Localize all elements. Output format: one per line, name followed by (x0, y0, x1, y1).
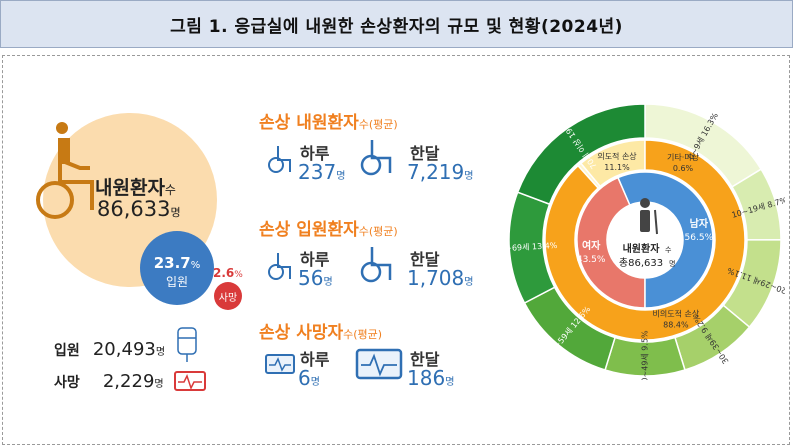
age-label-6: 60~69세 13.4% (505, 241, 558, 254)
outpatient-number: 86,633 (97, 197, 171, 221)
section-3-title-text: 손상 사망자 (259, 323, 344, 343)
monitor-large-icon (355, 348, 403, 380)
section-2-month-unit: 명 (464, 277, 474, 288)
section-2-title-suffix: 수(평균) (358, 225, 398, 238)
section-2-title-text: 손상 입원환자 (259, 220, 359, 240)
section-3-month-unit: 명 (445, 377, 455, 388)
section-1-title-suffix: 수(평균) (358, 118, 398, 131)
section-1-day-label: 하루 (300, 144, 330, 163)
admit-pct-value: 23.7 (153, 254, 191, 272)
patient-body-icon (58, 138, 70, 164)
admit-pct-unit: % (190, 260, 201, 271)
age-segment-7 (516, 103, 646, 206)
section-2-day-unit: 명 (323, 277, 333, 288)
iv-bag-icon (177, 327, 197, 362)
outpatient-value: 86,633명 (97, 197, 181, 221)
age-ring (508, 103, 782, 377)
wheelchair-small-icon-2 (268, 253, 291, 280)
death-pct-unit: % (234, 270, 243, 280)
section-3-day-number: 6 (298, 366, 311, 390)
intent-segment-2 (544, 139, 746, 341)
intent-label-1: 기타·미상 (667, 152, 700, 162)
donut-center-unit: 명 (669, 259, 675, 268)
outpatient-label-text: 내원환자 (95, 177, 165, 199)
admit-row-unit: 명 (155, 347, 166, 358)
admit-circle (140, 231, 214, 305)
age-label-4: 40~49세 9.5% (641, 330, 650, 380)
outpatient-unit: 명 (170, 206, 181, 219)
section-3-month-number: 186 (407, 366, 446, 390)
death-row-unit: 명 (154, 379, 164, 390)
section-2-month-label: 한달 (410, 250, 440, 269)
heart-monitor-icon (174, 371, 206, 391)
intent-ring (544, 139, 746, 341)
section-3-title: 손상 사망자수(평균) (259, 318, 382, 343)
sex-value-1: 56.5% (685, 233, 714, 243)
section-3-title-suffix: 수(평균) (343, 328, 383, 341)
intent-value-2: 88.4% (663, 320, 689, 329)
sex-label-1: 남자 (690, 217, 709, 230)
admit-pct: 23.7% (151, 253, 203, 272)
outpatient-label-suffix: 수 (164, 183, 176, 197)
section-3-month-label: 한달 (410, 350, 440, 369)
donut-center-label: 내원환자 (623, 242, 661, 255)
section-2-month-value: 1,708명 (407, 266, 473, 290)
section-1-day-number: 237 (298, 160, 337, 184)
section-1-day-unit: 명 (336, 171, 346, 182)
death-pct-value: 2.6 (213, 266, 235, 280)
wheelchair-large-icon-2 (360, 247, 392, 283)
section-3-month-value: 186명 (407, 366, 454, 390)
admit-label: 입원 (165, 275, 189, 289)
injury-donut-chart: 0~9세 16.3%10~19세 8.7%20~29세 11.1%30~39세 … (505, 103, 785, 380)
section-1-title-text: 손상 내원환자 (259, 113, 359, 133)
wheelchair-large-icon (360, 140, 392, 176)
admit-row-value: 20,493 (92, 339, 156, 360)
section-3-day-unit: 명 (310, 377, 320, 388)
monitor-small-icon (265, 354, 295, 374)
patient-head-icon (56, 122, 68, 134)
section-3-day-label: 하루 (300, 350, 330, 369)
outpatient-label: 내원환자수 (95, 173, 176, 200)
section-1-month-label: 한달 (410, 144, 440, 163)
intent-labels: 의도적 손상 11.1% 기타·미상 0.6% 비의도적 손상 88.4% (597, 151, 700, 329)
section-2-day-number: 56 (298, 266, 324, 290)
death-circle (214, 282, 242, 310)
death-label: 사망 (218, 293, 238, 304)
intent-label-0: 의도적 손상 (597, 151, 637, 161)
sex-labels: 여자 43.5% 남자 56.5% (577, 217, 714, 265)
figure-panel (2, 55, 790, 445)
section-2-title: 손상 입원환자수(평균) (259, 215, 398, 240)
section-1-month-value: 7,219명 (407, 160, 473, 184)
donut-center-suffix: 수 (665, 246, 672, 254)
section-1-month-unit: 명 (464, 171, 474, 182)
page-title: 그림 1. 응급실에 내원한 손상환자의 규모 및 현황(2024년) (170, 16, 623, 37)
section-1-title: 손상 내원환자수(평균) (259, 108, 398, 133)
intent-value-1: 0.6% (673, 164, 694, 173)
intent-label-2: 비의도적 손상 (653, 308, 700, 318)
person-with-crutch-icon (640, 198, 658, 235)
section-1-month-number: 7,219 (407, 160, 465, 184)
admit-row-label: 입원 (54, 343, 80, 359)
death-row-label: 사망 (54, 375, 80, 391)
section-2-month-number: 1,708 (407, 266, 465, 290)
section-1-day-value: 237명 (298, 160, 345, 184)
death-pct: 2.6% (213, 262, 243, 281)
section-2-day-value: 56명 (298, 266, 333, 290)
section-2-day-label: 하루 (300, 250, 330, 269)
wheelchair-small-icon (268, 146, 291, 173)
death-row: 사망 2,229명 (54, 371, 164, 392)
intent-value-0: 11.1% (604, 163, 630, 172)
title-bar: 그림 1. 응급실에 내원한 손상환자의 규모 및 현황(2024년) (0, 0, 793, 48)
center-disc (607, 202, 683, 278)
section-3-day-value: 6명 (298, 366, 320, 390)
donut-center-value: 총86,633 (619, 257, 663, 269)
death-row-value: 2,229 (102, 371, 155, 392)
sex-label-0: 여자 (582, 239, 601, 252)
admit-row: 입원 20,493명 (54, 339, 165, 360)
sex-value-0: 43.5% (577, 255, 606, 265)
